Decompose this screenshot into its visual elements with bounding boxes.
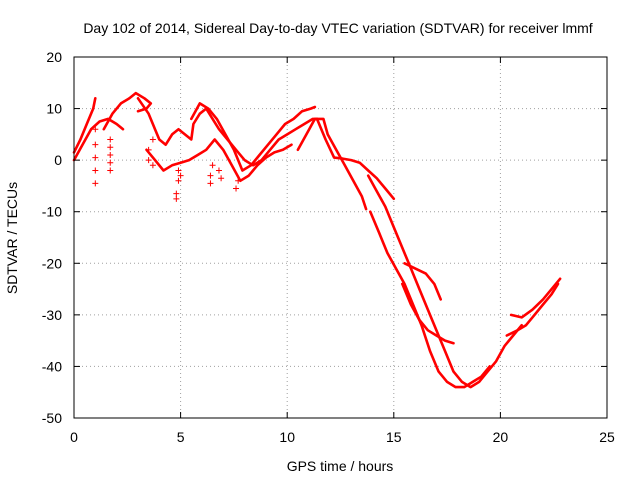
data-series-track-i xyxy=(366,174,523,389)
data-point xyxy=(92,167,99,174)
data-point xyxy=(145,157,152,164)
x-tick-label: 15 xyxy=(386,429,402,445)
y-tick-label: 10 xyxy=(46,101,62,117)
data-point xyxy=(92,154,99,161)
data-series-track-a xyxy=(72,97,97,154)
data-point xyxy=(177,172,184,179)
data-point xyxy=(207,180,214,187)
data-point xyxy=(175,167,182,174)
data-point xyxy=(149,136,156,143)
data-series-track-k xyxy=(403,262,442,301)
y-tick-label: -40 xyxy=(42,358,62,374)
data-point xyxy=(233,185,240,192)
data-point xyxy=(107,167,114,174)
data-point xyxy=(92,126,99,133)
data-point xyxy=(92,180,99,187)
data-series-track-c xyxy=(102,91,153,131)
data-point xyxy=(107,159,114,166)
data-point xyxy=(173,195,180,202)
data-series-track-f xyxy=(190,102,317,172)
y-axis-label: SDTVAR / TECUs xyxy=(4,182,20,294)
y-tick-label: -30 xyxy=(42,307,62,323)
y-tick-label: 0 xyxy=(54,152,62,168)
data-series-track-g xyxy=(296,117,368,211)
data-point xyxy=(235,177,242,184)
x-tick-label: 25 xyxy=(599,429,615,445)
data-point xyxy=(107,144,114,151)
data-series-track-e xyxy=(145,138,293,183)
data-point xyxy=(209,162,216,169)
y-tick-label: -50 xyxy=(42,410,62,426)
data-point xyxy=(175,177,182,184)
plot-frame xyxy=(73,56,608,419)
data-series-track-b xyxy=(72,117,125,162)
data-series-track-h xyxy=(315,117,396,201)
data-point xyxy=(145,146,152,153)
data-series-track-d xyxy=(136,97,319,167)
data-point xyxy=(215,167,222,174)
data-layer xyxy=(72,91,562,389)
x-tick-label: 0 xyxy=(70,429,78,445)
data-series-track-n xyxy=(509,277,562,319)
data-point xyxy=(92,141,99,148)
data-series-track-l xyxy=(401,282,455,345)
data-point xyxy=(207,172,214,179)
x-tick-label: 20 xyxy=(493,429,509,445)
x-tick-label: 5 xyxy=(177,429,185,445)
y-tick-label: -20 xyxy=(42,255,62,271)
x-tick-label: 10 xyxy=(279,429,295,445)
data-series-track-m xyxy=(505,282,560,337)
y-tick-label: -10 xyxy=(42,204,62,220)
data-point xyxy=(173,190,180,197)
data-point xyxy=(218,175,225,182)
data-point xyxy=(149,162,156,169)
ticks: 0 5 10 15 20 25 -50 -40 -30 -20 -10 0 10 20 xyxy=(42,49,615,445)
chart-title: Day 102 of 2014, Sidereal Day-to-day VTE… xyxy=(83,20,592,36)
grid xyxy=(74,57,607,418)
data-point xyxy=(107,136,114,143)
y-tick-label: 20 xyxy=(46,49,62,65)
data-series-track-j xyxy=(369,210,491,389)
x-axis-label: GPS time / hours xyxy=(287,458,394,474)
data-point xyxy=(107,151,114,158)
